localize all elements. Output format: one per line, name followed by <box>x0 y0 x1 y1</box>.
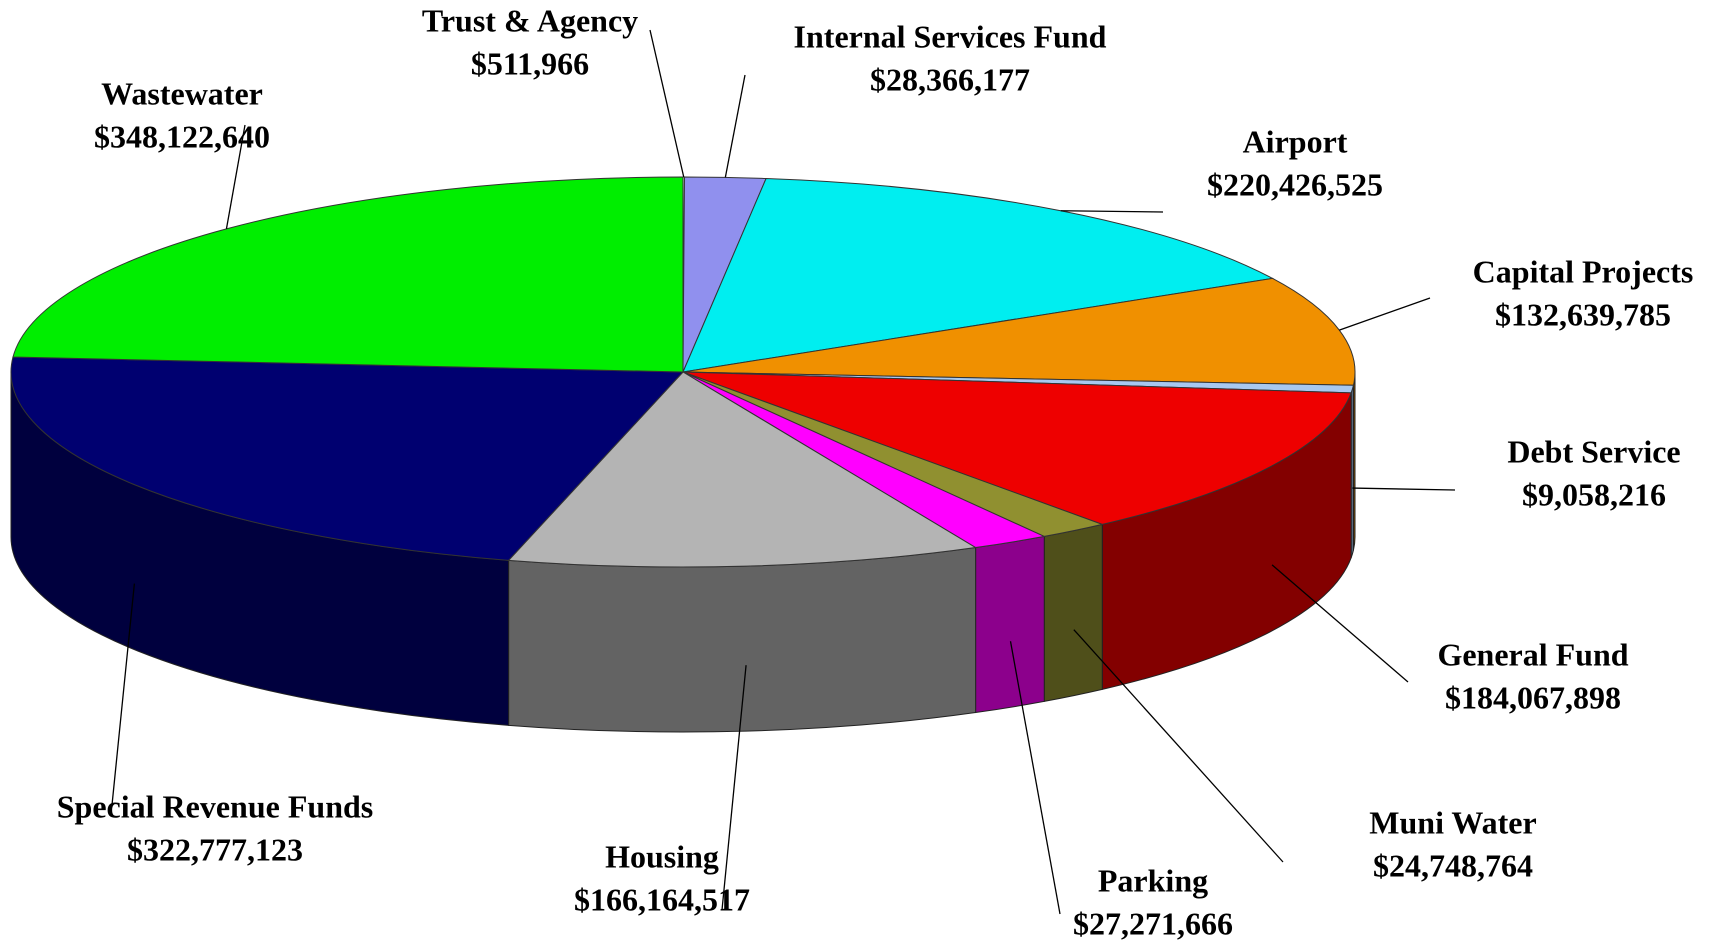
slice-side <box>1043 523 1103 703</box>
leader-line <box>225 124 246 230</box>
slice <box>10 356 685 561</box>
labels: Trust & Agency $511,966 Internal Services … <box>57 2 1694 941</box>
leader-line <box>1073 629 1284 863</box>
pie-tops <box>10 176 1356 568</box>
slice-side <box>975 535 1045 714</box>
slice <box>682 371 1352 525</box>
leader-line <box>721 665 747 911</box>
slice <box>507 371 978 568</box>
category-label: Capital Projects <box>1473 253 1694 289</box>
value-label: $348,122,640 <box>94 118 270 154</box>
value-label: $166,164,517 <box>574 881 750 917</box>
leader-line <box>1339 297 1431 331</box>
pie-sides <box>10 371 1356 733</box>
value-label: $184,067,898 <box>1445 679 1621 715</box>
value-label: $9,058,216 <box>1522 476 1666 512</box>
category-label: Debt Service <box>1507 433 1680 469</box>
category-label: Special Revenue Funds <box>57 788 373 824</box>
category-label: Trust & Agency <box>422 2 638 38</box>
leader-line <box>1060 210 1164 213</box>
leader-line <box>1009 641 1061 915</box>
value-label: $511,966 <box>471 45 589 81</box>
slice <box>682 177 1274 373</box>
value-label: $24,748,764 <box>1373 847 1533 883</box>
category-label: General Fund <box>1437 636 1628 672</box>
value-label: $220,426,525 <box>1207 166 1383 202</box>
value-label: $27,271,666 <box>1073 905 1233 941</box>
category-label: Internal Services Fund <box>794 18 1107 54</box>
category-label: Parking <box>1098 862 1208 898</box>
category-label: Airport <box>1243 123 1348 159</box>
value-label: $28,366,177 <box>870 61 1030 97</box>
leader-line <box>649 29 685 178</box>
category-label: Muni Water <box>1369 804 1536 840</box>
value-label: $132,639,785 <box>1495 296 1671 332</box>
leader-line <box>724 74 746 178</box>
category-label: Wastewater <box>101 75 263 111</box>
leader-line <box>111 583 136 806</box>
category-label: Housing <box>605 838 719 874</box>
leader-line <box>1271 564 1409 683</box>
slice <box>12 176 684 373</box>
value-label: $322,777,123 <box>127 831 303 867</box>
leader-line <box>1352 487 1456 491</box>
